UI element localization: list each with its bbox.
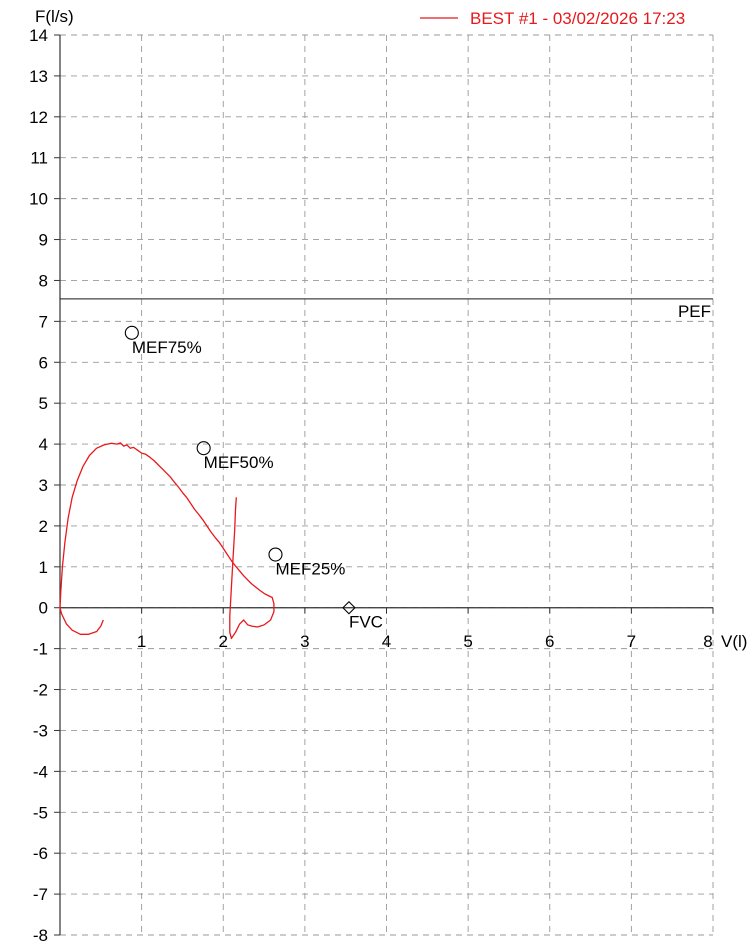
marker-mef75	[124, 325, 139, 340]
y-axis-title: F(l/s)	[35, 7, 74, 26]
y-tick-label: -5	[33, 803, 48, 822]
y-tick-label: 4	[39, 435, 48, 454]
marker-fvc	[342, 600, 356, 615]
y-tick-label: -7	[33, 885, 48, 904]
y-tick-label: -6	[33, 844, 48, 863]
series-line-0	[59, 442, 275, 640]
y-tick-label: 9	[39, 231, 48, 250]
y-tick-label: 12	[29, 108, 48, 127]
y-tick-label: -8	[33, 926, 48, 944]
marker-label-mef25: MEF25%	[275, 560, 345, 579]
y-tick-label: -3	[33, 721, 48, 740]
x-tick-label: 8	[703, 632, 712, 651]
marker-label-mef75: MEF75%	[132, 338, 202, 357]
y-tick-label: 7	[39, 312, 48, 331]
pef-label: PEF	[678, 302, 711, 321]
y-tick-label: -2	[33, 681, 48, 700]
x-tick-label: 1	[137, 632, 146, 651]
series-lines	[59, 442, 275, 640]
y-tick-label: 6	[39, 353, 48, 372]
x-tick-label: 6	[545, 632, 554, 651]
x-axis-title: V(l)	[721, 632, 747, 651]
y-tick-label: 11	[30, 149, 48, 168]
reference-lines: PEF	[60, 298, 713, 321]
legend-label: BEST #1 - 03/02/2026 17:23	[470, 9, 685, 28]
x-tick-label: 3	[300, 632, 309, 651]
grid-lines	[60, 34, 714, 936]
y-tick-label: 10	[29, 190, 48, 209]
marker-label-mef50: MEF50%	[204, 453, 274, 472]
y-tick-label: 0	[39, 599, 48, 618]
axes	[54, 34, 714, 936]
marker-mef50	[196, 441, 211, 456]
y-tick-label: 13	[29, 67, 48, 86]
x-tick-label: 2	[219, 632, 228, 651]
marker-mef25	[268, 547, 283, 562]
x-tick-label: 5	[463, 632, 472, 651]
legend: BEST #1 - 03/02/2026 17:23	[420, 9, 685, 28]
y-tick-label: 2	[39, 517, 48, 536]
y-tick-label: 5	[39, 394, 48, 413]
y-tick-label: -4	[33, 762, 48, 781]
x-tick-label: 4	[382, 632, 391, 651]
marker-label-fvc: FVC	[349, 613, 383, 632]
x-tick-labels: 1 2 3 4 5 6 7 8	[137, 632, 713, 651]
y-tick-label: 3	[39, 476, 48, 495]
y-tick-label: 1	[39, 558, 48, 577]
y-tick-label: -1	[33, 640, 48, 659]
markers: MEF75% MEF50% MEF25% FVC	[124, 325, 383, 632]
x-tick-label: 7	[627, 632, 636, 651]
y-tick-label: 14	[29, 26, 48, 45]
y-tick-label: 8	[39, 271, 48, 290]
